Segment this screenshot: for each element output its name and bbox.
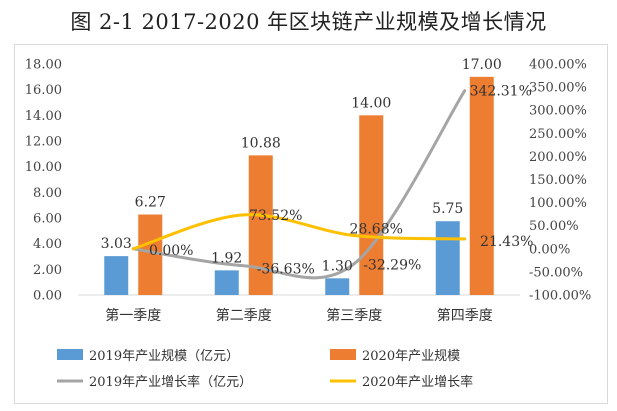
legend-item: 2019年产业增长率（亿元） bbox=[57, 374, 252, 390]
line-data-label: 342.31% bbox=[470, 84, 532, 100]
bar-2019 bbox=[214, 270, 239, 295]
y-right-tick-label: -100.00% bbox=[529, 289, 591, 304]
y-left-tick-label: 10.00 bbox=[25, 160, 62, 175]
legend-label: 2019年产业增长率（亿元） bbox=[89, 374, 252, 390]
bars-group bbox=[104, 76, 494, 295]
y-left-tick-label: 0.00 bbox=[33, 289, 62, 304]
bar-data-label: 17.00 bbox=[462, 57, 502, 73]
bar-data-label: 3.03 bbox=[101, 236, 132, 252]
y-right-tick-label: 50.00% bbox=[529, 219, 579, 234]
y-left-tick-label: 4.00 bbox=[33, 237, 62, 252]
line-data-label: 0.00% bbox=[149, 243, 193, 259]
line-data-label: 28.68% bbox=[350, 222, 403, 238]
legend-label: 2020年产业规模 bbox=[362, 349, 460, 364]
bar-data-label: 1.30 bbox=[322, 258, 353, 274]
y-right-tick-label: 150.00% bbox=[529, 173, 587, 188]
y-left-tick-label: 14.00 bbox=[25, 109, 62, 124]
line-2019-growth bbox=[131, 89, 467, 280]
bar-2020 bbox=[359, 115, 384, 295]
bar-data-label: 6.27 bbox=[135, 195, 166, 211]
line-data-label: 73.52% bbox=[249, 208, 302, 224]
lines-group bbox=[131, 89, 467, 280]
bar-2019 bbox=[104, 256, 129, 295]
y-left-tick-label: 8.00 bbox=[33, 186, 62, 201]
bar-2020 bbox=[469, 76, 494, 295]
chart-frame bbox=[14, 44, 608, 404]
y-right-tick-label: 400.00% bbox=[529, 58, 587, 73]
axes-group: 0.00 2.00 4.00 6.00 8.00 10.00 12.00 14.00 16.00… bbox=[25, 58, 591, 325]
bar-data-label: 10.88 bbox=[241, 135, 281, 151]
line-data-label: -36.63% bbox=[257, 262, 315, 278]
y-right-tick-label: 0.00% bbox=[529, 242, 570, 257]
y-right-tick-label: 350.00% bbox=[529, 81, 587, 96]
bar-2020 bbox=[138, 214, 163, 295]
x-category-label: 第三季度 bbox=[326, 307, 382, 324]
line-2020-growth bbox=[131, 213, 467, 251]
data-labels-group: 3.03 1.92 1.30 5.75 6.27 10.88 14.00 17.00 0.00%… bbox=[101, 57, 534, 278]
bar-2020 bbox=[248, 155, 273, 295]
line-data-label: 21.43% bbox=[480, 234, 533, 250]
line-data-label: -32.29% bbox=[363, 258, 421, 274]
chart-title: 图 2-1 2017-2020 年区块链产业规模及增长情况 bbox=[70, 10, 547, 34]
legend-label: 2020年产业增长率 bbox=[362, 374, 473, 390]
bar-data-label: 5.75 bbox=[432, 201, 463, 217]
y-left-tick-label: 16.00 bbox=[25, 83, 62, 98]
legend-group: 2019年产业规模（亿元） 2020年产业规模 2019年产业增长率（亿元） 2020… bbox=[57, 349, 473, 390]
legend-item: 2019年产业规模（亿元） bbox=[57, 349, 239, 364]
legend-label: 2019年产业规模（亿元） bbox=[89, 349, 239, 364]
bar-2019 bbox=[435, 221, 460, 295]
bar-2019 bbox=[325, 278, 350, 295]
legend-item: 2020年产业增长率 bbox=[330, 374, 473, 390]
y-right-tick-label: 100.00% bbox=[529, 196, 587, 211]
y-right-tick-label: -50.00% bbox=[529, 265, 583, 280]
bar-data-label: 1.92 bbox=[211, 250, 242, 266]
y-left-tick-label: 6.00 bbox=[33, 212, 62, 227]
x-category-label: 第四季度 bbox=[437, 307, 493, 324]
bar-data-label: 14.00 bbox=[351, 95, 391, 111]
y-right-tick-label: 200.00% bbox=[529, 150, 587, 165]
legend-swatch bbox=[57, 349, 83, 360]
legend-item: 2020年产业规模 bbox=[330, 349, 460, 364]
y-right-tick-label: 250.00% bbox=[529, 127, 587, 142]
y-left-tick-label: 18.00 bbox=[25, 58, 62, 73]
x-category-label: 第二季度 bbox=[216, 307, 272, 324]
x-category-label: 第一季度 bbox=[105, 307, 161, 324]
y-left-tick-label: 12.00 bbox=[25, 135, 62, 150]
y-right-tick-label: 300.00% bbox=[529, 104, 587, 119]
y-left-tick-label: 2.00 bbox=[33, 263, 62, 278]
legend-swatch bbox=[330, 349, 356, 360]
